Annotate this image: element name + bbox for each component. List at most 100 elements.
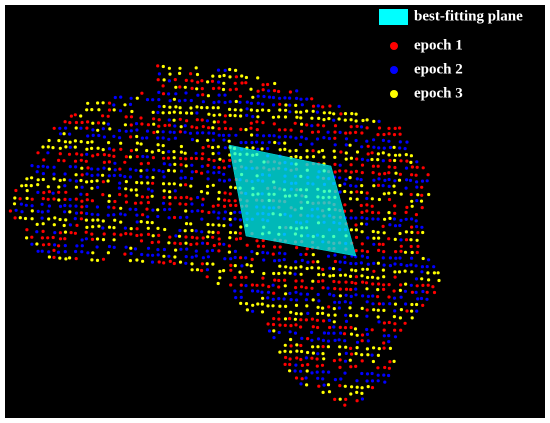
- point: [150, 189, 154, 193]
- point: [360, 249, 364, 253]
- point: [223, 126, 228, 131]
- point: [74, 197, 78, 201]
- point: [260, 147, 264, 151]
- point: [195, 111, 199, 115]
- point: [184, 222, 189, 226]
- point: [223, 146, 227, 150]
- point: [58, 178, 62, 182]
- point: [212, 100, 216, 105]
- point: [372, 236, 376, 240]
- point: [74, 257, 78, 261]
- point: [289, 350, 293, 354]
- point: [90, 212, 94, 216]
- point: [216, 281, 220, 286]
- point: [73, 113, 77, 117]
- point: [68, 256, 72, 260]
- point: [51, 235, 55, 240]
- point: [223, 114, 227, 118]
- point: [189, 222, 193, 226]
- point: [195, 139, 199, 143]
- point: [124, 115, 128, 119]
- point: [223, 198, 227, 202]
- point: [271, 322, 276, 327]
- point: [360, 131, 364, 135]
- point: [371, 164, 375, 168]
- point: [415, 284, 419, 288]
- point: [107, 108, 112, 112]
- point: [119, 212, 123, 216]
- point: [184, 91, 188, 95]
- point: [194, 156, 198, 161]
- point: [260, 310, 265, 314]
- point: [212, 165, 216, 169]
- point: [74, 165, 78, 169]
- point: [102, 153, 106, 157]
- point: [96, 167, 100, 171]
- point: [168, 202, 172, 206]
- point: [107, 167, 111, 171]
- point: [251, 95, 255, 99]
- legend-label: best-fitting plane: [414, 8, 523, 24]
- point: [343, 189, 347, 194]
- point: [266, 290, 271, 294]
- point: [295, 356, 299, 360]
- point: [96, 128, 100, 132]
- point: [101, 148, 105, 152]
- point: [354, 269, 358, 273]
- point: [112, 226, 116, 230]
- point: [381, 159, 385, 163]
- point: [167, 254, 171, 258]
- point: [227, 199, 231, 203]
- point: [317, 384, 321, 388]
- point: [370, 386, 375, 390]
- point: [140, 181, 144, 185]
- point: [305, 155, 309, 159]
- point: [179, 144, 183, 149]
- point: [167, 79, 171, 83]
- point: [277, 258, 281, 262]
- point: [343, 260, 347, 265]
- point: [64, 257, 68, 261]
- point: [354, 364, 358, 368]
- point: [333, 155, 337, 159]
- point: [365, 300, 369, 304]
- point: [13, 216, 17, 220]
- point: [151, 234, 155, 238]
- point: [74, 120, 78, 125]
- point: [172, 156, 176, 160]
- point: [277, 128, 282, 132]
- point: [96, 173, 100, 177]
- point: [233, 186, 238, 190]
- point: [63, 120, 67, 124]
- point: [376, 261, 380, 265]
- point: [311, 279, 315, 283]
- point: [392, 133, 397, 137]
- point: [168, 195, 172, 199]
- point: [25, 177, 29, 181]
- point: [349, 332, 354, 336]
- point: [75, 152, 79, 156]
- point: [201, 93, 205, 97]
- point: [139, 239, 144, 243]
- point: [381, 268, 385, 272]
- point: [355, 379, 359, 383]
- point: [343, 403, 347, 407]
- point: [84, 237, 88, 241]
- point: [376, 373, 380, 377]
- point: [387, 334, 391, 338]
- point: [201, 241, 205, 245]
- point: [178, 215, 182, 220]
- point: [162, 104, 166, 109]
- point: [217, 242, 222, 246]
- point: [129, 232, 133, 236]
- point: [200, 87, 204, 91]
- point: [360, 222, 364, 226]
- point: [421, 256, 425, 261]
- point: [310, 130, 315, 134]
- point: [283, 317, 288, 321]
- point: [206, 255, 210, 259]
- point: [320, 148, 325, 153]
- point: [40, 202, 44, 206]
- point: [128, 102, 133, 106]
- point: [218, 157, 222, 161]
